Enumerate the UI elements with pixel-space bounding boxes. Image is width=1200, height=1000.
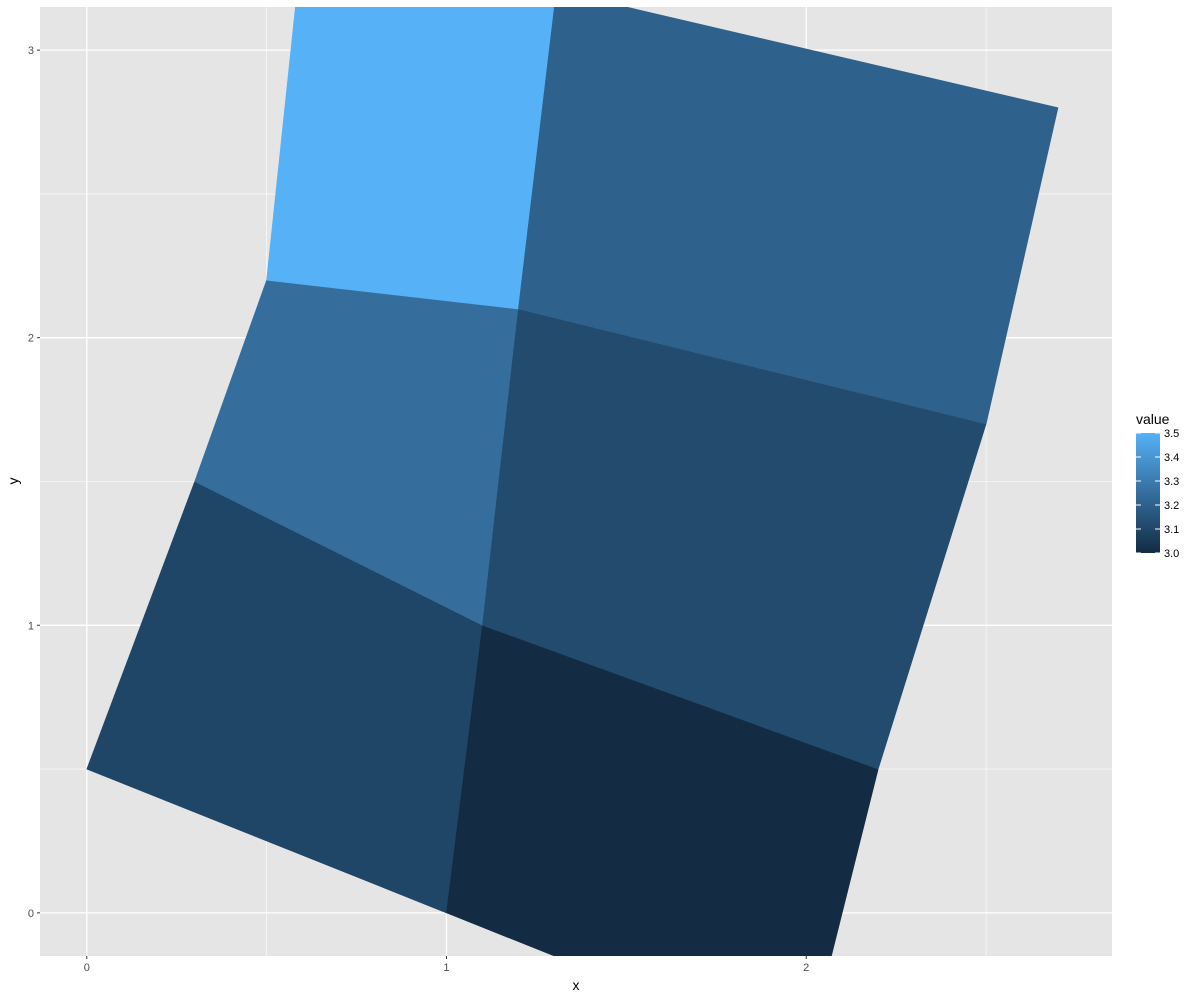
legend-colorbar [1136,433,1160,553]
legend-label: 3.1 [1164,524,1179,536]
y-tick-label: 3 [28,45,34,57]
legend-label: 3.0 [1164,548,1179,560]
legend-label: 3.2 [1164,500,1179,512]
legend-label: 3.3 [1164,476,1179,488]
polygon-bottom-right [446,624,879,956]
legend: value 3.0 3.1 3.2 3.3 3.4 3.5 [1136,411,1179,560]
y-tick-label: 2 [28,333,34,345]
x-tick-label: 0 [84,962,90,974]
polygon-top-right [518,7,1059,425]
x-tick-label: 1 [443,962,449,974]
x-tick-label: 2 [803,962,809,974]
y-tick-label: 1 [28,620,34,632]
polygon-top-left [266,7,555,310]
legend-ticks: 3.0 3.1 3.2 3.3 3.4 3.5 [1136,428,1179,560]
legend-title: value [1136,411,1170,427]
legend-label: 3.5 [1164,428,1179,440]
y-tick-label: 0 [28,908,34,920]
x-axis-ticks: 0 1 2 [84,956,809,974]
y-axis-ticks: 0 1 2 3 [28,45,40,920]
x-axis-title: x [573,977,580,993]
polygon-layer [86,7,1059,956]
y-axis-title: y [5,478,21,485]
legend-label: 3.4 [1164,452,1179,464]
